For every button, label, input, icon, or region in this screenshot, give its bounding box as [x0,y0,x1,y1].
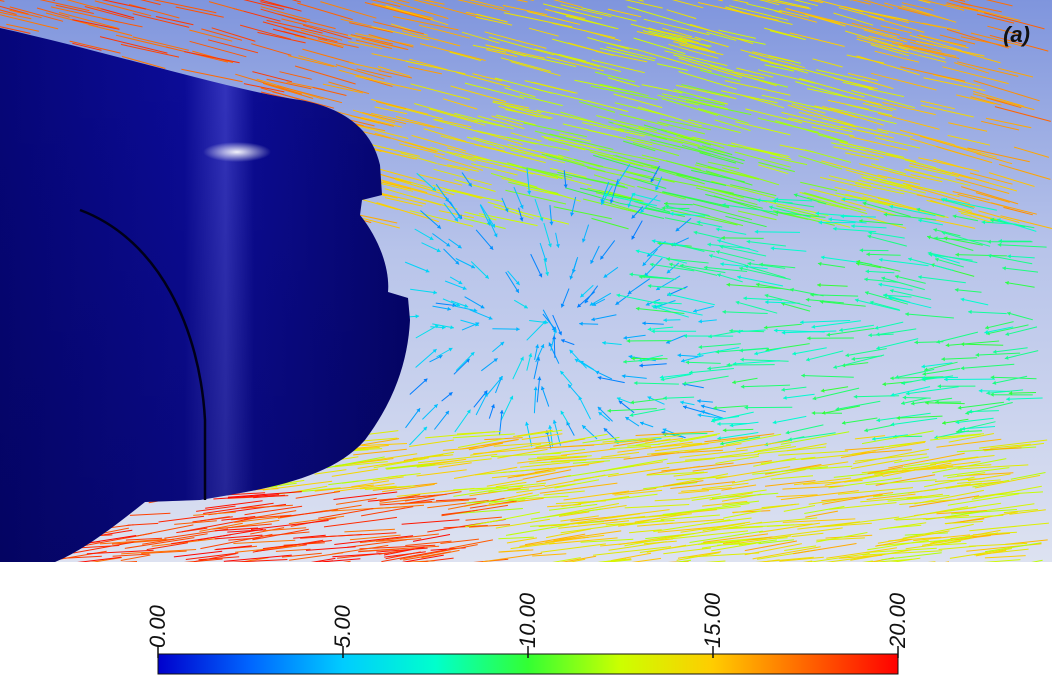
flow-field [0,0,1052,562]
color-legend-graphic: 0.00 5.00 10.00 15.00 20.00 [145,592,910,675]
colorbar-tick-label: 15.00 [700,592,725,648]
color-legend: 0.00 5.00 10.00 15.00 20.00 [0,562,1052,680]
panel-label: (a) [1003,22,1030,47]
vehicle-body [0,28,410,562]
flow-visualization: (a) [0,0,1052,562]
colorbar-tick-label: 5.00 [330,604,355,648]
colorbar-tick-label: 0.00 [145,604,170,648]
colorbar-tick-label: 10.00 [515,592,540,648]
colorbar-tick-label: 20.00 [885,592,910,649]
